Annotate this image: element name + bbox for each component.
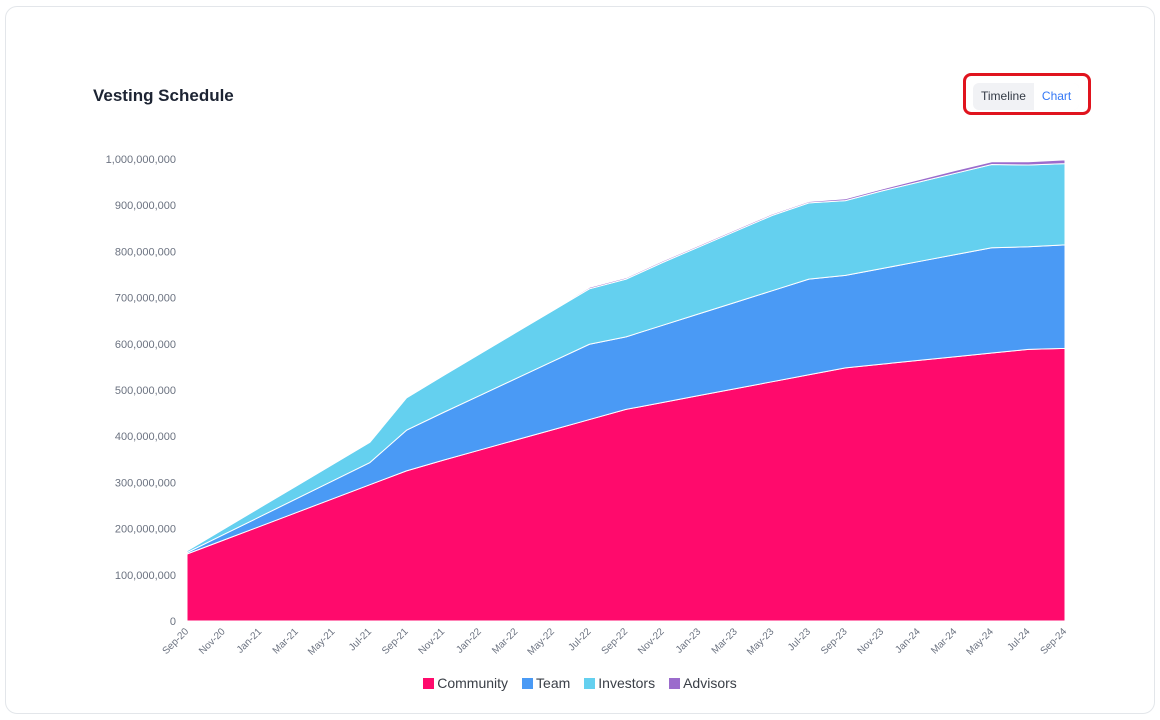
legend-swatch <box>584 677 596 689</box>
x-tick-label: Jul-22 <box>566 626 593 653</box>
y-tick-label: 400,000,000 <box>115 431 176 443</box>
legend-swatch <box>522 677 534 689</box>
legend-label: Community <box>437 675 509 691</box>
y-tick-label: 800,000,000 <box>115 246 176 258</box>
chart-button[interactable]: Chart <box>1033 83 1080 110</box>
y-tick-label: 1,000,000,000 <box>106 154 176 166</box>
x-tick-label: Sep-20 <box>161 626 192 657</box>
x-tick-label: May-22 <box>526 626 558 658</box>
y-tick-label: 700,000,000 <box>115 293 176 305</box>
legend: Community Team Investors Advisors <box>0 675 1160 691</box>
x-tick-label: Sep-22 <box>600 626 631 657</box>
legend-swatch <box>669 677 681 689</box>
x-tick-label: Jul-24 <box>1005 626 1032 653</box>
x-tick-label: Nov-20 <box>197 626 228 657</box>
x-tick-label: Mar-21 <box>271 626 301 656</box>
toggle-highlight <box>963 73 1091 115</box>
chart-title: Vesting Schedule <box>93 86 234 105</box>
x-tick-label: Sep-21 <box>380 626 411 657</box>
legend-item-investors[interactable]: Investors <box>584 675 655 691</box>
x-tick-label: Sep-24 <box>1039 626 1070 657</box>
timeline-button[interactable]: Timeline <box>981 89 1026 103</box>
legend-label: Team <box>536 675 571 691</box>
y-tick-label: 100,000,000 <box>115 570 176 582</box>
x-tick-label: Mar-22 <box>490 626 520 656</box>
x-tick-label: Mar-24 <box>929 626 959 656</box>
area-layer <box>186 159 1066 622</box>
x-tick-label: Jan-22 <box>454 626 484 656</box>
y-tick-label: 500,000,000 <box>115 385 176 397</box>
y-tick-label: 600,000,000 <box>115 339 176 351</box>
x-tick-label: Jan-23 <box>674 626 704 656</box>
y-tick-label: 0 <box>170 616 176 628</box>
y-tick-label: 900,000,000 <box>115 200 176 212</box>
x-tick-label: Jan-21 <box>235 626 265 656</box>
x-tick-label: Jan-24 <box>893 626 923 656</box>
legend-swatch <box>423 677 435 689</box>
x-tick-label: Sep-23 <box>819 626 850 657</box>
legend-label: Advisors <box>683 675 737 691</box>
x-tick-label: Nov-23 <box>856 626 887 657</box>
area-advisors <box>186 159 1066 552</box>
legend-label: Investors <box>598 675 656 691</box>
x-tick-label: Jul-21 <box>347 626 374 653</box>
x-tick-label: Jul-23 <box>786 626 813 653</box>
legend-item-community[interactable]: Community <box>423 675 508 691</box>
x-axis: Sep-20 Nov-20 Jan-21 Mar-21 May-21 Jul-21 Sep-… <box>161 626 1070 658</box>
x-tick-label: Nov-22 <box>636 626 667 657</box>
y-axis: 0 100,000,000 200,000,000 300,000,000 400,00… <box>106 154 176 628</box>
x-tick-label: Nov-21 <box>417 626 448 657</box>
legend-item-advisors[interactable]: Advisors <box>669 675 737 691</box>
x-tick-label: May-24 <box>965 626 997 658</box>
legend-item-team[interactable]: Team <box>522 675 570 691</box>
x-tick-label: May-21 <box>306 626 338 658</box>
x-tick-label: May-23 <box>745 626 777 658</box>
x-tick-label: Mar-23 <box>710 626 740 656</box>
view-toggle: Timeline Chart <box>973 83 1080 110</box>
y-tick-label: 200,000,000 <box>115 524 176 536</box>
y-tick-label: 300,000,000 <box>115 477 176 489</box>
